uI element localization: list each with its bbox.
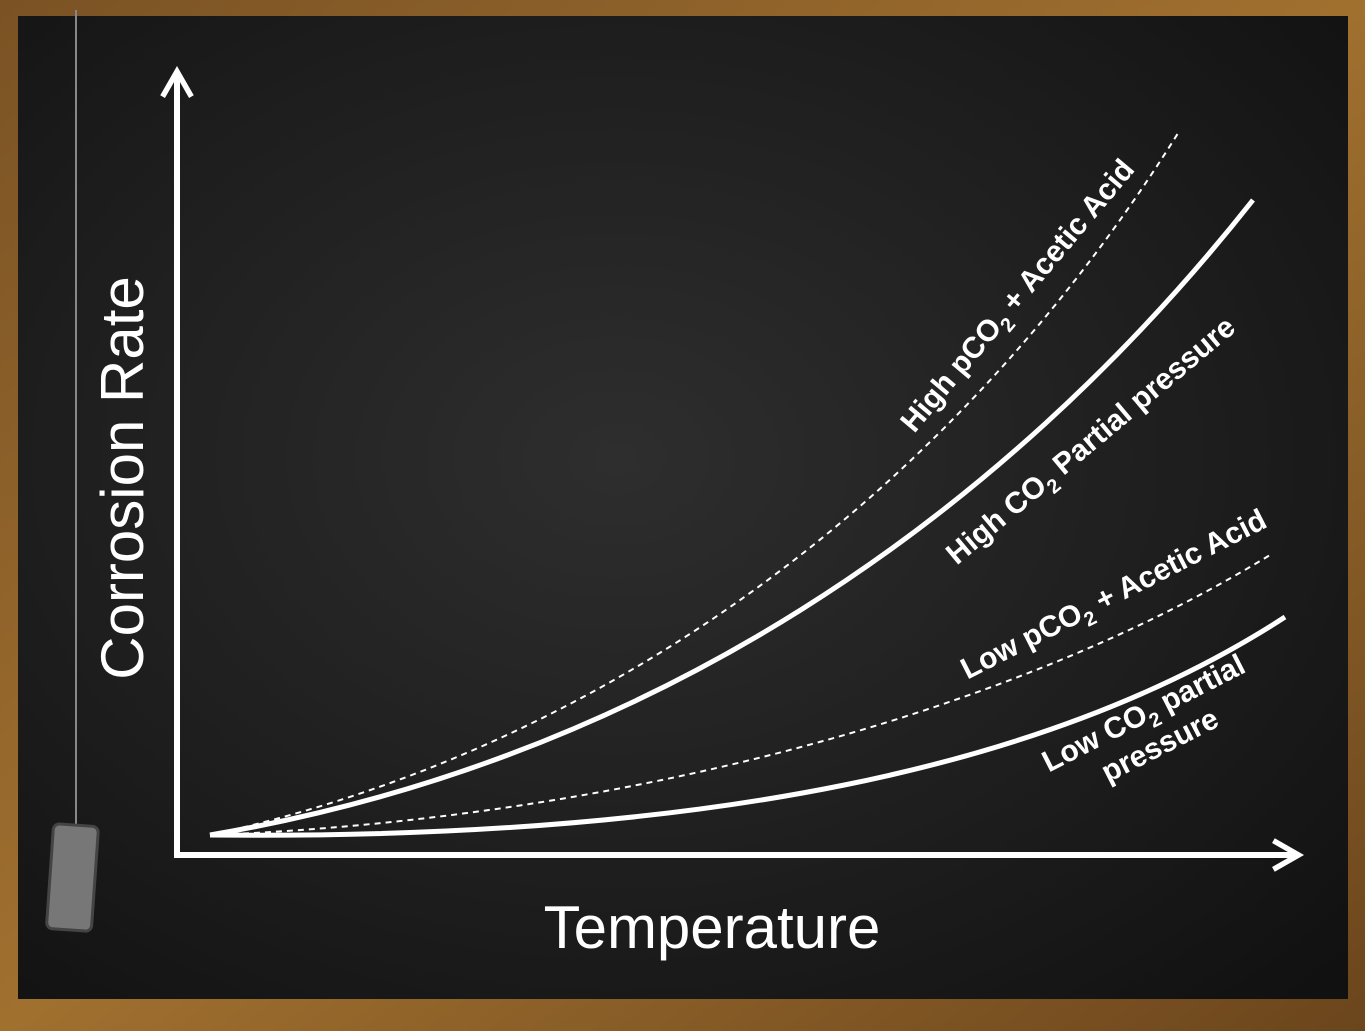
x-axis-title: Temperature: [544, 894, 881, 961]
y-axis-title: Corrosion Rate: [89, 276, 156, 680]
chalkboard: Corrosion Rate Temperature High pCO2 + A…: [0, 0, 1365, 1031]
board: [18, 16, 1348, 999]
eraser: [46, 824, 98, 932]
